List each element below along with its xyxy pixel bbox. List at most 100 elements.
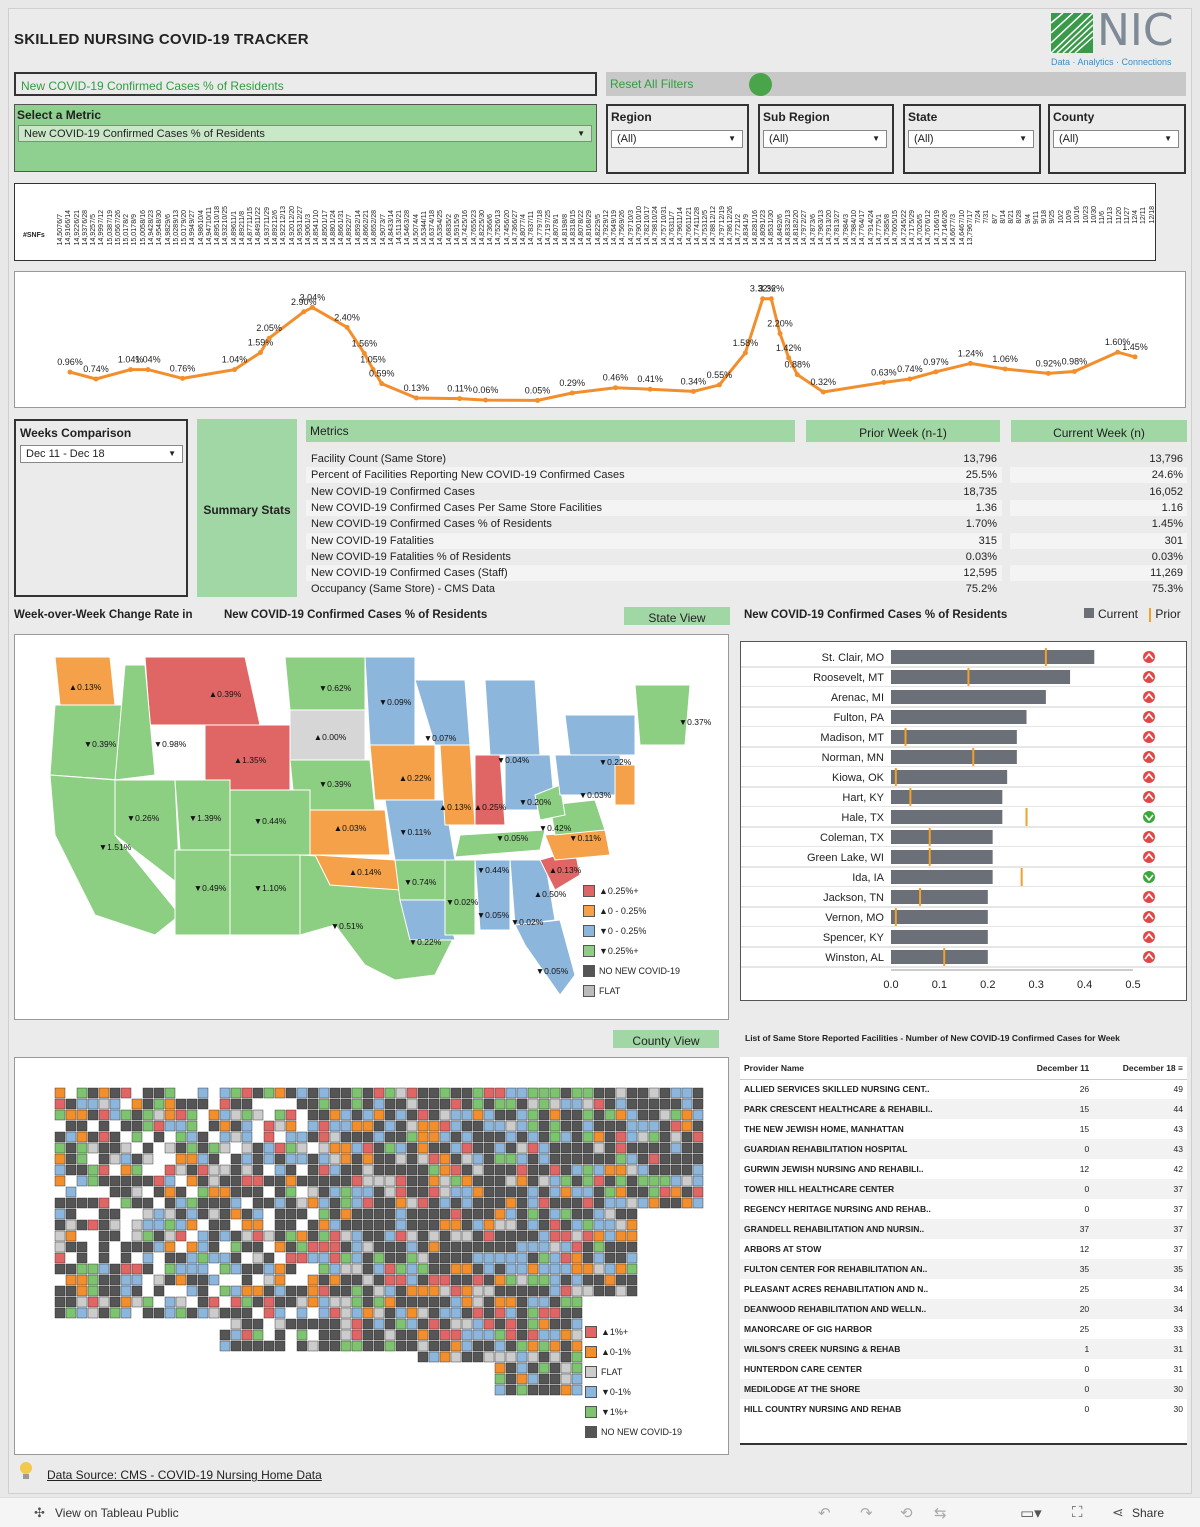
county-shape — [626, 1274, 638, 1286]
timeline-snf-count: 14,866 — [363, 224, 370, 246]
county-shape — [516, 1142, 528, 1154]
state-label: ▼0.62% — [319, 683, 352, 693]
table-row[interactable]: MEDILODGE AT THE SHORE 0 30 — [740, 1379, 1187, 1399]
table-row[interactable]: GUARDIAN REHABILITATION HOSPITAL 0 43 — [740, 1139, 1187, 1159]
timeline-snf-count: 14,892 — [272, 224, 280, 246]
timeline-date: 5/15 — [892, 210, 900, 224]
line-point — [760, 296, 766, 302]
state-legend-item[interactable]: ▼0.25%+ — [583, 945, 639, 957]
data-source-link[interactable]: Data Source: CMS - COVID-19 Nursing Home… — [47, 1468, 322, 1482]
subregion-dropdown[interactable]: (All) ▼ — [763, 130, 887, 148]
state-legend-item[interactable]: NO NEW COVID-19 — [583, 965, 680, 977]
prior-marker — [894, 908, 897, 926]
metric-dropdown[interactable]: New COVID-19 Confirmed Cases % of Reside… — [18, 125, 592, 142]
timeline-snf-count: 15,056 — [114, 224, 122, 246]
state-view-button[interactable]: State View — [624, 607, 730, 625]
pause-icon[interactable]: ⇆ — [934, 1505, 947, 1522]
county-legend-item[interactable]: ▲1%+ — [585, 1326, 628, 1338]
table-row[interactable]: DEANWOOD REHABILITATION AND WELLN.. 20 34 — [740, 1299, 1187, 1319]
county-legend-item[interactable]: NO NEW COVID-19 — [585, 1426, 682, 1438]
county-shape — [373, 1098, 385, 1110]
weeks-dropdown[interactable]: Dec 11 - Dec 18 ▼ — [20, 445, 183, 463]
state-legend-item[interactable]: FLAT — [583, 985, 620, 997]
county-shape — [142, 1197, 154, 1209]
county-shape — [549, 1153, 561, 1165]
timeline-date: 1/24 — [329, 210, 337, 224]
share-icon[interactable]: ⋖ — [1112, 1504, 1124, 1520]
state-legend-item[interactable]: ▼0 - 0.25% — [583, 925, 646, 937]
provider-col-current[interactable]: December 18 ≡ — [1093, 1057, 1187, 1080]
county-shape — [549, 1285, 561, 1297]
table-row[interactable]: HUNTERDON CARE CENTER 0 31 — [740, 1359, 1187, 1379]
table-row[interactable]: TOWER HILL HEALTHCARE CENTER 0 37 — [740, 1179, 1187, 1199]
county-view-button[interactable]: County View — [613, 1030, 719, 1048]
line-point-label: 1.60% — [1105, 337, 1131, 347]
county-shape — [527, 1274, 539, 1286]
county-shape — [340, 1164, 352, 1176]
county-legend-item[interactable]: ▼1%+ — [585, 1406, 628, 1418]
timeline-snf-count: 14,786 — [726, 224, 734, 246]
table-row[interactable]: GURWIN JEWISH NURSING AND REHABILI.. 12 42 — [740, 1159, 1187, 1179]
county-shape — [450, 1131, 462, 1143]
table-row[interactable]: GRANDELL REHABILITATION AND NURSIN.. 37 37 — [740, 1219, 1187, 1239]
table-row[interactable]: PARK CRESCENT HEALTHCARE & REHABILI.. 15 4… — [740, 1099, 1187, 1119]
fullscreen-icon[interactable]: ⛶ — [1072, 1504, 1083, 1521]
table-row[interactable]: MANORCARE OF GIG HARBOR 25 33 — [740, 1319, 1187, 1339]
device-layout-icon[interactable]: ▭▾ — [1020, 1505, 1042, 1522]
view-on-tableau-link[interactable]: View on Tableau Public — [55, 1506, 179, 1520]
county-shape — [461, 1263, 473, 1275]
county-dropdown[interactable]: (All) ▼ — [1053, 130, 1179, 148]
county-shape — [560, 1087, 572, 1099]
reset-filters-label[interactable]: Reset All Filters — [610, 77, 694, 91]
reset-toggle-icon[interactable] — [749, 73, 772, 96]
state-view-label[interactable]: State View — [648, 611, 706, 625]
state-legend-item[interactable]: ▲0.25%+ — [583, 885, 639, 897]
legend-label: ▲1%+ — [601, 1327, 629, 1337]
region-dropdown[interactable]: (All) ▼ — [611, 130, 743, 148]
timeline-date: 5/9 — [453, 214, 461, 224]
state-label: ▲0.03% — [334, 823, 367, 833]
county-shape — [461, 1296, 473, 1308]
county-shape — [109, 1142, 121, 1154]
county-shape — [230, 1329, 242, 1341]
county-shape — [395, 1263, 407, 1275]
table-row[interactable]: REGENCY HERITAGE NURSING AND REHAB.. 0 37 — [740, 1199, 1187, 1219]
sort-icon[interactable]: ≡ — [1178, 1062, 1183, 1073]
table-row[interactable]: ARBORS AT STOW 12 37 — [740, 1239, 1187, 1259]
county-legend-item[interactable]: FLAT — [585, 1366, 622, 1378]
county-shape — [252, 1142, 264, 1154]
redo-icon[interactable]: ↷ — [860, 1505, 873, 1522]
table-row[interactable]: FULTON CENTER FOR REHABILITATION AN.. 35 3… — [740, 1259, 1187, 1279]
county-shape — [186, 1164, 198, 1176]
county-shape — [428, 1142, 440, 1154]
timeline-date: 8/21 — [1008, 210, 1016, 224]
county-shape — [351, 1340, 363, 1352]
county-shape — [659, 1120, 671, 1132]
table-row[interactable]: PLEASANT ACRES REHABILITATION AND N.. 25 3… — [740, 1279, 1187, 1299]
revert-icon[interactable]: ⟲ — [900, 1505, 913, 1522]
table-row[interactable]: WILSON'S CREEK NURSING & REHAB 1 31 — [740, 1339, 1187, 1359]
table-row[interactable]: HILL COUNTRY NURSING AND REHAB 0 30 — [740, 1399, 1187, 1419]
county-shape — [263, 1153, 275, 1165]
state-legend-item[interactable]: ▲0 - 0.25% — [583, 905, 646, 917]
county-shape — [120, 1120, 132, 1132]
county-shape — [593, 1274, 605, 1286]
county-shape — [450, 1285, 462, 1297]
county-shape — [681, 1197, 693, 1209]
county-shape — [505, 1197, 517, 1209]
county-legend-item[interactable]: ▼0-1% — [585, 1386, 631, 1398]
county-shape — [582, 1131, 594, 1143]
county-legend-item[interactable]: ▲0-1% — [585, 1346, 631, 1358]
county-shape — [450, 1230, 462, 1242]
table-row[interactable]: ALLIED SERVICES SKILLED NURSING CENT.. 26… — [740, 1079, 1187, 1099]
reset-filters-bar[interactable]: Reset All Filters — [606, 72, 1186, 96]
share-button[interactable]: Share — [1132, 1506, 1165, 1520]
county-view-label[interactable]: County View — [632, 1034, 700, 1048]
county-shape — [186, 1109, 198, 1121]
timeline-snf-count: 14,776 — [859, 224, 867, 246]
undo-icon[interactable]: ↶ — [818, 1505, 831, 1522]
state-dropdown[interactable]: (All) ▼ — [908, 130, 1034, 148]
table-row[interactable]: THE NEW JEWISH HOME, MANHATTAN 15 43 — [740, 1119, 1187, 1139]
county-shape — [461, 1098, 473, 1110]
county-shape — [252, 1197, 264, 1209]
